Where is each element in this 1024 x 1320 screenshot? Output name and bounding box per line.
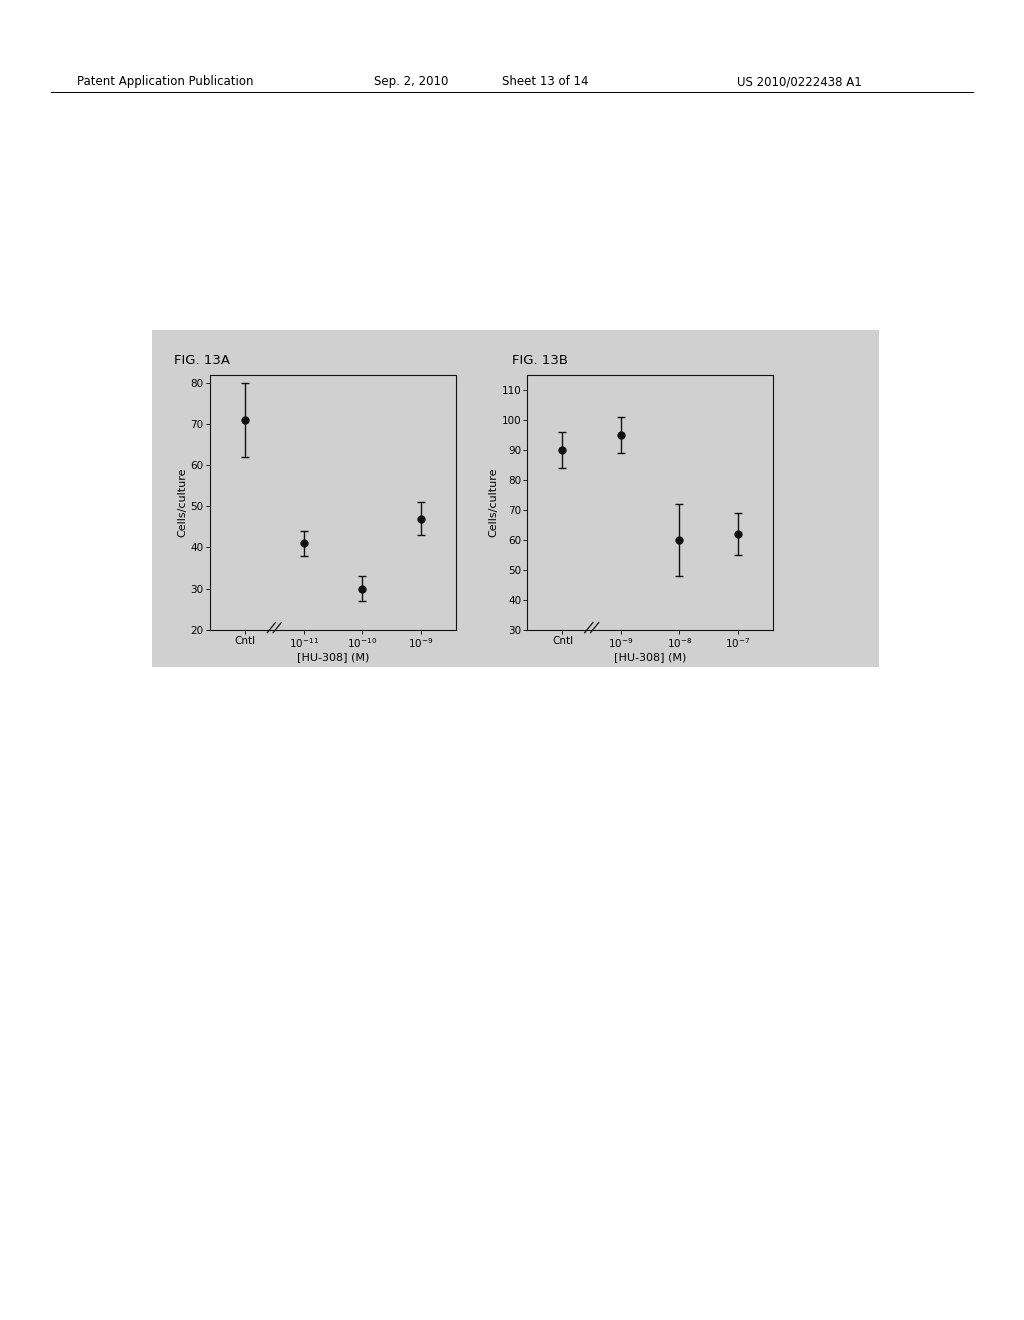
Text: FIG. 13A: FIG. 13A — [174, 354, 230, 367]
Text: FIG. 13B: FIG. 13B — [512, 354, 568, 367]
Text: Patent Application Publication: Patent Application Publication — [77, 75, 253, 88]
Y-axis label: Cells/culture: Cells/culture — [178, 467, 187, 537]
X-axis label: [HU-308] (M): [HU-308] (M) — [297, 652, 369, 663]
X-axis label: [HU-308] (M): [HU-308] (M) — [614, 652, 686, 663]
Text: Sep. 2, 2010: Sep. 2, 2010 — [374, 75, 449, 88]
Text: US 2010/0222438 A1: US 2010/0222438 A1 — [737, 75, 862, 88]
Text: Sheet 13 of 14: Sheet 13 of 14 — [502, 75, 588, 88]
Y-axis label: Cells/culture: Cells/culture — [488, 467, 499, 537]
